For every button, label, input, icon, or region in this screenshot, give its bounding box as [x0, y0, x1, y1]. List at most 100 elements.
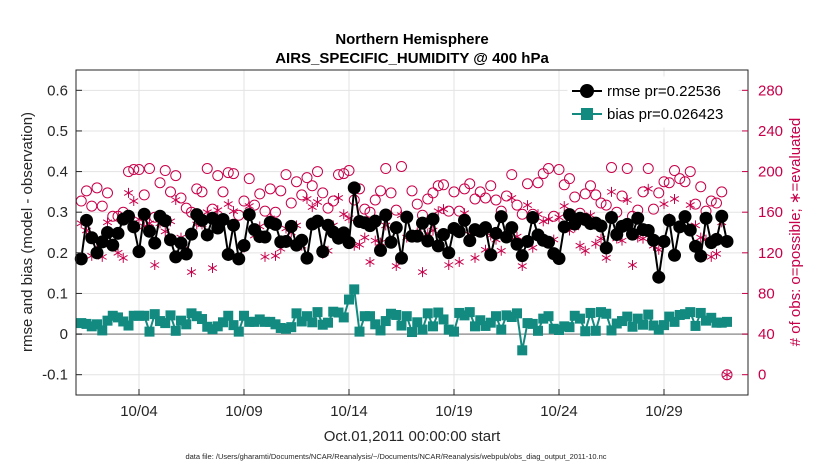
bias-point — [585, 307, 596, 318]
obs-possible-point — [716, 186, 728, 198]
obs-possible-point — [600, 199, 612, 211]
obs-possible-point — [705, 195, 717, 207]
asterisk-stroke — [496, 247, 506, 254]
y-tick-label: 0.3 — [47, 204, 68, 221]
y-tick-label: 0.1 — [47, 285, 68, 302]
rmse-point — [599, 241, 613, 255]
obs-possible-point — [490, 194, 502, 206]
obs-possible-point — [96, 200, 108, 212]
asterisk-stroke — [438, 206, 449, 213]
obs-possible-point — [642, 163, 654, 175]
obs-possible-point — [259, 205, 271, 217]
bias-point — [417, 324, 428, 335]
bias-point — [170, 325, 181, 336]
bias-point — [711, 317, 722, 328]
bias-point — [512, 308, 522, 319]
y-tick-label: 0.6 — [47, 82, 68, 99]
obs-evaluated-point — [391, 261, 401, 272]
bias-point — [517, 345, 528, 356]
rmse-point — [242, 208, 256, 222]
rmse-point — [269, 217, 282, 231]
rmse-point — [169, 250, 183, 264]
rmse-point — [300, 251, 314, 265]
asterisk-stroke — [202, 209, 212, 216]
legend: rmse pr=0.22536 bias pr=0.026423 — [567, 76, 739, 128]
obs-possible-point — [375, 185, 386, 197]
obs-possible-point — [585, 180, 596, 192]
bias-point — [275, 322, 286, 333]
legend-rmse-label: rmse pr=0.22536 — [607, 83, 721, 100]
rmse-point — [631, 211, 645, 225]
bias-point — [317, 319, 328, 330]
rmse-point — [80, 213, 93, 227]
rmse-point — [127, 220, 141, 234]
obs-possible-point — [606, 162, 617, 173]
bias-point — [428, 321, 438, 332]
y-tick-label: 0 — [60, 326, 68, 343]
bias-point — [538, 313, 549, 324]
asterisk-stroke — [123, 189, 134, 196]
obs-possible-point — [322, 202, 334, 214]
bias-point — [191, 311, 202, 322]
bias-point — [202, 321, 213, 332]
bias-point — [669, 316, 680, 327]
bias-point — [134, 310, 144, 321]
obs-possible-point — [196, 186, 208, 198]
bias-point — [365, 311, 375, 322]
obs-evaluated-point — [223, 199, 233, 210]
obs-possible-point — [648, 203, 659, 215]
obs-evaluated-point — [606, 186, 617, 197]
obs-possible-point — [569, 191, 581, 203]
x-tick-label: 10/29 — [645, 403, 683, 420]
asterisk-stroke — [538, 218, 548, 225]
rmse-point — [384, 235, 398, 249]
rmse-point — [174, 236, 188, 250]
asterisk-stroke — [554, 214, 564, 221]
bias-point — [296, 316, 307, 327]
bias-point — [617, 316, 627, 327]
rmse-point — [200, 228, 214, 242]
obs-possible-point — [511, 199, 523, 211]
obs-possible-point — [411, 198, 423, 210]
obs-evaluated-point — [559, 201, 569, 212]
rmse-point — [673, 220, 687, 234]
asterisk-stroke — [659, 201, 669, 207]
bias-point — [312, 307, 323, 318]
rmse-point — [227, 218, 240, 232]
bias-point — [302, 311, 312, 322]
obs-possible-point — [254, 188, 266, 200]
asterisk-stroke — [381, 222, 391, 229]
obs-possible-point — [301, 172, 313, 184]
bias-point — [685, 307, 696, 318]
obs-evaluated-point — [522, 200, 533, 211]
obs-evaluated-point — [118, 252, 128, 263]
rmse-point — [421, 234, 435, 248]
obs-possible-point — [679, 176, 691, 188]
rmse-point — [552, 252, 566, 265]
asterisk-stroke — [722, 371, 732, 378]
rmse-point — [452, 225, 466, 239]
rmse-point — [111, 226, 125, 240]
obs-evaluated-point — [360, 232, 370, 243]
obs-evaluated-point — [365, 256, 375, 267]
obs-possible-point — [438, 179, 449, 191]
obs-evaluated-point — [207, 263, 218, 274]
asterisk-stroke — [260, 253, 270, 260]
obs-possible-point — [658, 176, 670, 188]
obs-evaluated-point — [685, 200, 695, 211]
bias-point — [139, 310, 150, 321]
bias-point — [580, 326, 591, 337]
asterisk-stroke — [601, 254, 611, 261]
obs-evaluated-point — [354, 239, 365, 250]
obs-possible-point — [343, 165, 355, 177]
bias-point — [323, 317, 333, 328]
obs-possible-point — [464, 178, 476, 190]
obs-evaluated-point — [102, 217, 113, 228]
bias-point — [286, 322, 297, 333]
asterisk-stroke — [507, 195, 517, 201]
rmse-point — [510, 237, 524, 251]
bias-point — [596, 307, 606, 318]
x-tick-label: 10/14 — [330, 403, 368, 420]
rmse-point — [641, 223, 655, 237]
rmse-point — [179, 247, 193, 261]
